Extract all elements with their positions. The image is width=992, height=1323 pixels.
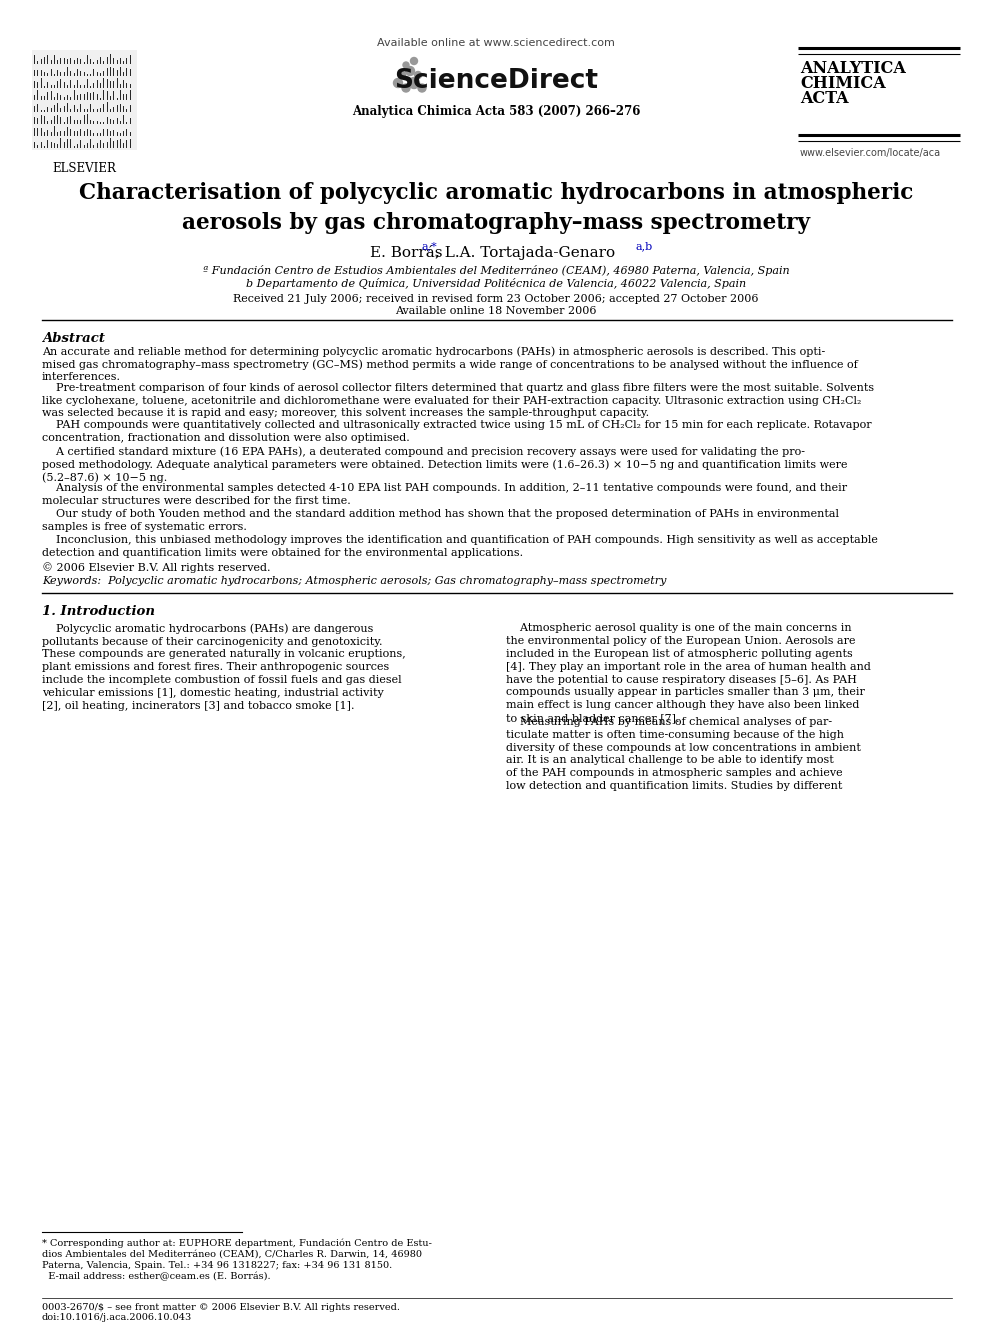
Text: Abstract: Abstract [42,332,105,345]
Text: b Departamento de Química, Universidad Politécnica de Valencia, 46022 Valencia, : b Departamento de Química, Universidad P… [246,278,746,290]
Circle shape [415,71,422,78]
Text: ª Fundación Centro de Estudios Ambientales del Mediterráneo (CEAM), 46980 Patern: ª Fundación Centro de Estudios Ambiental… [202,265,790,277]
Circle shape [402,83,410,93]
Text: Characterisation of polycyclic aromatic hydrocarbons in atmospheric
aerosols by : Characterisation of polycyclic aromatic … [78,183,914,234]
Text: www.elsevier.com/locate/aca: www.elsevier.com/locate/aca [800,148,941,157]
Text: Inconclusion, this unbiased methodology improves the identification and quantifi: Inconclusion, this unbiased methodology … [42,534,878,557]
Text: Measuring PAHs by means of chemical analyses of par-
ticulate matter is often ti: Measuring PAHs by means of chemical anal… [506,717,861,791]
Text: doi:10.1016/j.aca.2006.10.043: doi:10.1016/j.aca.2006.10.043 [42,1312,192,1322]
Text: CHIMICA: CHIMICA [800,75,886,93]
Text: Keywords:  Polycyclic aromatic hydrocarbons; Atmospheric aerosols; Gas chromatog: Keywords: Polycyclic aromatic hydrocarbo… [42,576,667,586]
Text: , L.A. Tortajada-Genaro: , L.A. Tortajada-Genaro [435,246,615,261]
Circle shape [411,57,418,65]
Text: 1. Introduction: 1. Introduction [42,606,155,618]
Text: © 2006 Elsevier B.V. All rights reserved.: © 2006 Elsevier B.V. All rights reserved… [42,562,271,573]
Text: Received 21 July 2006; received in revised form 23 October 2006; accepted 27 Oct: Received 21 July 2006; received in revis… [233,294,759,304]
Circle shape [418,83,426,93]
Text: Analytica Chimica Acta 583 (2007) 266–276: Analytica Chimica Acta 583 (2007) 266–27… [352,105,640,118]
Text: Available online at www.sciencedirect.com: Available online at www.sciencedirect.co… [377,38,615,48]
Circle shape [409,78,420,89]
Text: ScienceDirect: ScienceDirect [394,67,598,94]
Text: 0003-2670/$ – see front matter © 2006 Elsevier B.V. All rights reserved.: 0003-2670/$ – see front matter © 2006 El… [42,1303,400,1312]
Circle shape [403,62,409,67]
Text: * Corresponding author at: EUPHORE department, Fundación Centro de Estu-
dios Am: * Corresponding author at: EUPHORE depar… [42,1238,432,1281]
Text: Atmospheric aerosol quality is one of the main concerns in
the environmental pol: Atmospheric aerosol quality is one of th… [506,623,871,722]
Circle shape [399,71,406,78]
Circle shape [406,66,415,75]
Text: a,*: a,* [421,241,436,251]
Text: ANALYTICA: ANALYTICA [800,60,906,77]
Text: ELSEVIER: ELSEVIER [53,161,116,175]
Text: E. Borrás: E. Borrás [370,246,442,261]
Text: Analysis of the environmental samples detected 4-10 EPA list PAH compounds. In a: Analysis of the environmental samples de… [42,483,847,505]
Text: A certified standard mixture (16 EPA PAHs), a deuterated compound and precision : A certified standard mixture (16 EPA PAH… [42,446,847,483]
Text: PAH compounds were quantitatively collected and ultrasonically extracted twice u: PAH compounds were quantitatively collec… [42,421,872,443]
Circle shape [394,78,403,87]
Text: An accurate and reliable method for determining polycyclic aromatic hydrocarbons: An accurate and reliable method for dete… [42,347,858,382]
Text: Pre-treatment comparison of four kinds of aerosol collector filters determined t: Pre-treatment comparison of four kinds o… [42,384,874,418]
Text: a,b: a,b [636,241,654,251]
Text: ACTA: ACTA [800,90,848,107]
Text: Our study of both Youden method and the standard addition method has shown that : Our study of both Youden method and the … [42,509,839,532]
Bar [32,50,137,149]
Text: Polycyclic aromatic hydrocarbons (PAHs) are dangerous
pollutants because of thei: Polycyclic aromatic hydrocarbons (PAHs) … [42,623,406,710]
Text: Available online 18 November 2006: Available online 18 November 2006 [395,306,597,316]
